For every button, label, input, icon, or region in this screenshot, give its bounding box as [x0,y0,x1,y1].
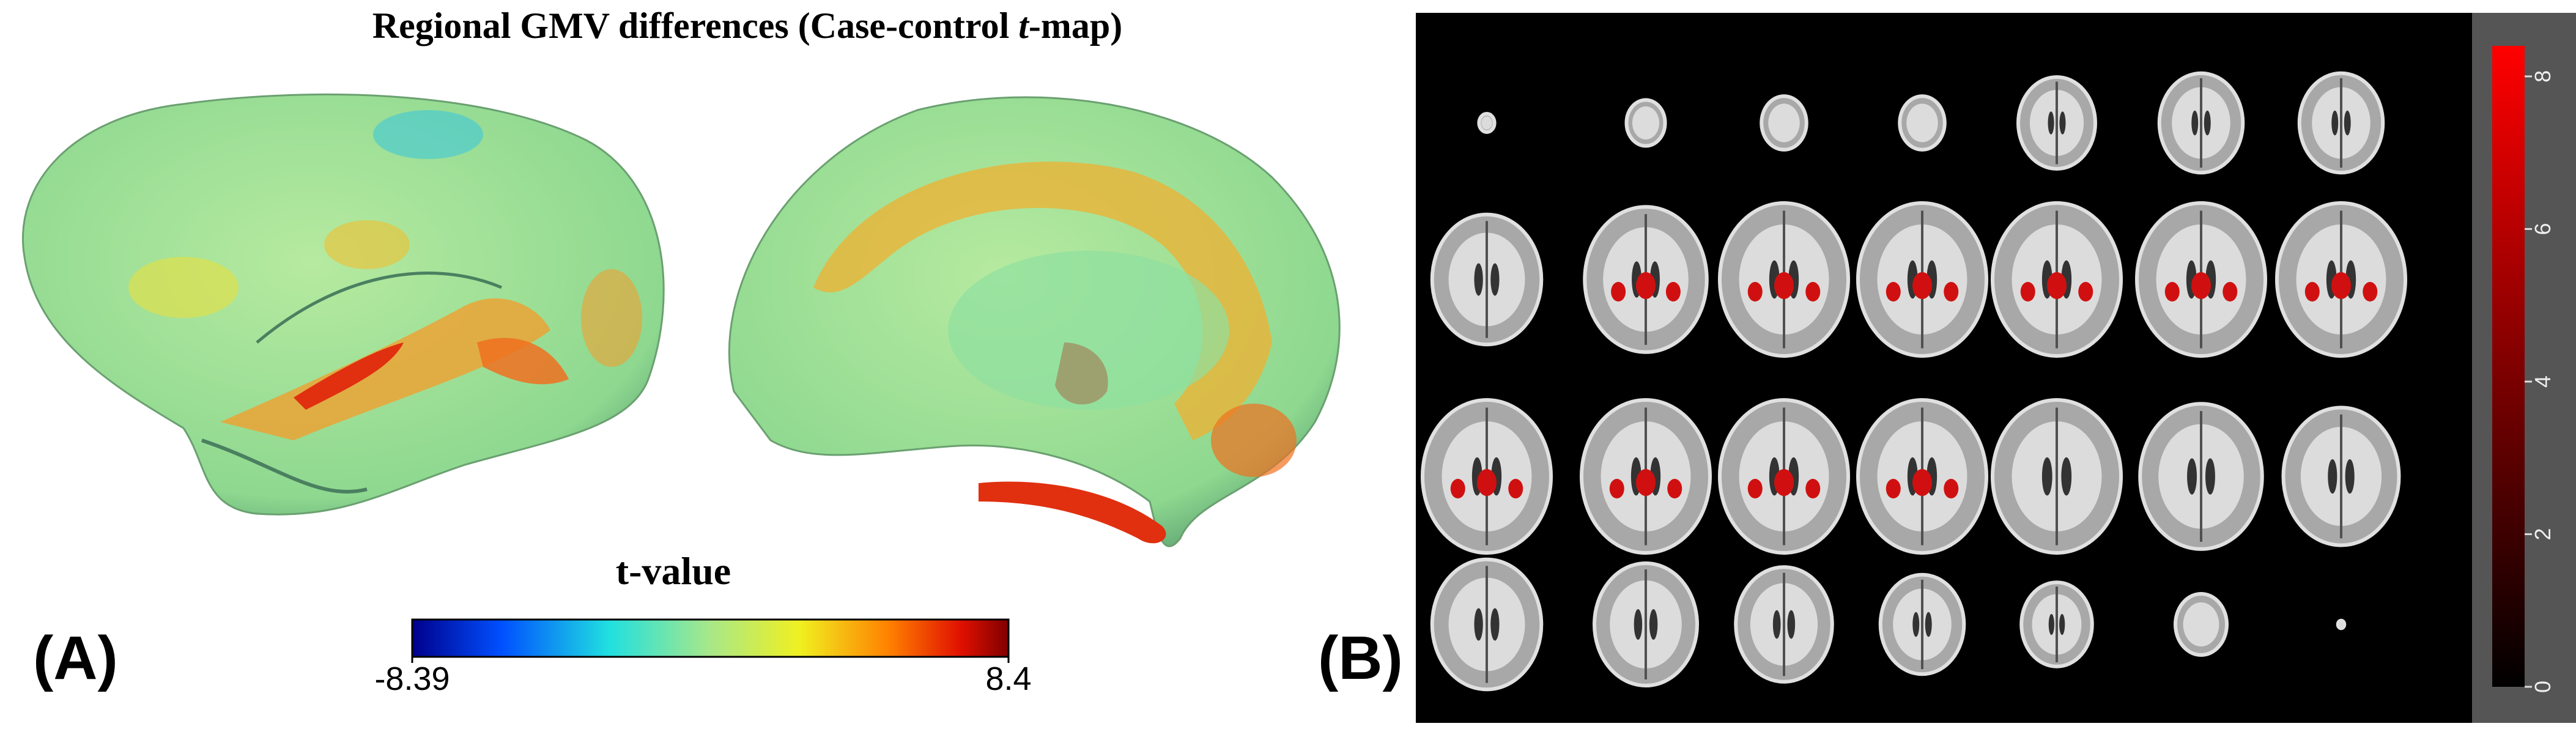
white-matter [2339,621,2344,627]
cluster [1805,479,1821,498]
white-matter [2183,602,2219,646]
cluster [1747,479,1763,498]
cluster [2331,272,2351,299]
cluster [1450,479,1465,498]
ventricle [1490,263,1500,296]
cluster [2304,282,2320,302]
medial-brain [728,96,1341,547]
cluster [1886,479,1901,498]
cluster [2223,282,2238,302]
cluster [1747,282,1763,302]
lateral-brain [21,93,665,516]
ventricle [2328,459,2337,494]
tick-label: 4 [2530,376,2555,388]
cluster [1609,479,1624,498]
panel-label: (A) [33,624,118,692]
slice-panel [1416,13,2576,723]
ventricle [2204,110,2211,136]
ventricle [2345,459,2355,494]
ventricle [2205,458,2215,495]
cluster [1477,469,1497,496]
title-part: Regional GMV differences (Case-control [372,6,1018,46]
ventricle [1787,610,1796,639]
white-matter [1481,116,1492,130]
cluster [1944,479,1959,498]
cluster [1944,282,1959,302]
ventricle [1474,263,1483,296]
cluster [2363,282,2378,302]
cluster [1805,282,1821,302]
ventricle [1634,609,1643,640]
cluster [1665,282,1681,302]
cluster [2020,282,2035,302]
colorbar-title: t-value [616,549,731,593]
ventricle [2187,458,2197,495]
tick-label: 2 [2530,528,2555,540]
ventricle [2048,613,2054,635]
tick-label: 8 [2530,70,2555,83]
cluster [1636,272,1656,299]
tick-label: 6 [2530,223,2555,235]
ventricle [1912,612,1920,637]
ventricle [2344,110,2351,136]
white-matter [1906,103,1938,142]
cluster [1886,282,1901,302]
ventricle [2059,111,2066,135]
cluster [1912,469,1932,496]
ventricle [2061,457,2072,496]
ventricle [2331,110,2339,136]
title-part: -map) [1029,6,1122,46]
title-italic: t [1018,6,1030,46]
colorbar [411,618,1010,658]
cluster [1611,282,1626,302]
panel-label: (B) [1318,624,1403,692]
cluster [1774,272,1794,299]
cluster [1774,469,1794,496]
ventricle [1649,609,1658,640]
ventricle [1772,610,1781,639]
cluster [2078,282,2093,302]
cluster [1636,469,1656,496]
cluster [2164,282,2180,302]
colorbar-label: -8.39 [374,661,450,697]
ventricle [1490,608,1500,641]
ventricle [2041,457,2052,496]
ventricle [1925,612,1932,637]
cluster [2191,272,2211,299]
colorbar-label: 8.4 [985,661,1031,697]
tick-label: 0 [2530,681,2555,693]
ventricle [2048,111,2054,135]
ventricle [2059,613,2065,635]
ventricle [2191,110,2199,136]
white-matter [1768,103,1800,142]
panel-title: Regional GMV differences (Case-control t… [372,6,1122,46]
cluster [1912,272,1932,299]
cluster [1508,479,1523,498]
white-matter [1632,106,1660,139]
ventricle [1474,608,1483,641]
cluster [2047,272,2067,299]
colorbar [2492,46,2525,687]
cluster [1667,479,1682,498]
